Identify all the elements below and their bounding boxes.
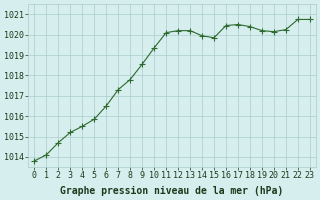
- X-axis label: Graphe pression niveau de la mer (hPa): Graphe pression niveau de la mer (hPa): [60, 186, 284, 196]
